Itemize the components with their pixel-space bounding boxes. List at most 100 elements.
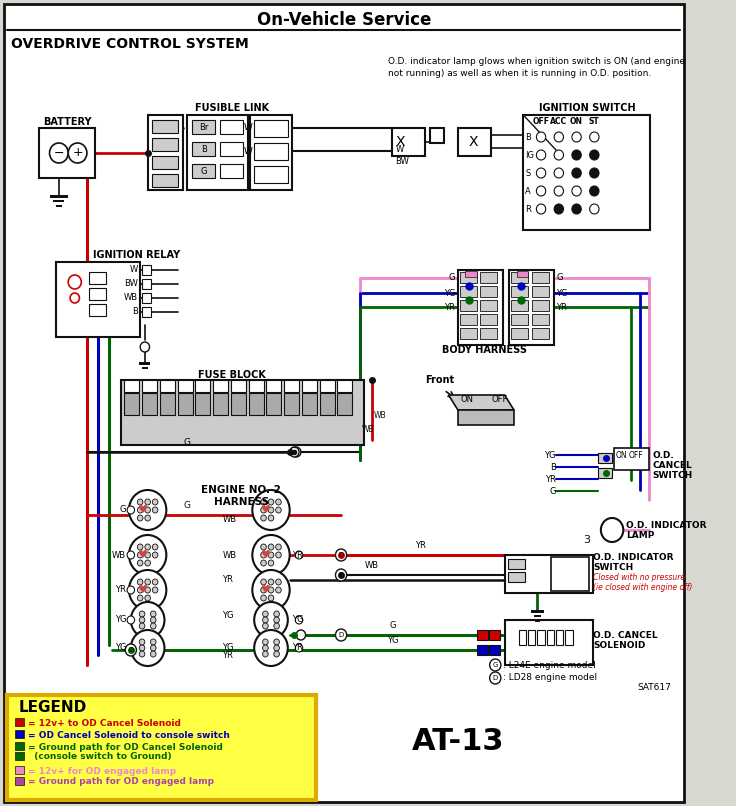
Circle shape xyxy=(254,602,288,638)
Text: SWITCH: SWITCH xyxy=(593,563,634,572)
Bar xyxy=(142,307,152,317)
Bar xyxy=(534,615,541,617)
Text: YR: YR xyxy=(222,650,233,659)
Bar xyxy=(177,380,193,392)
Circle shape xyxy=(145,587,150,593)
Circle shape xyxy=(572,150,581,160)
Circle shape xyxy=(554,150,564,160)
Text: O.D. INDICATOR: O.D. INDICATOR xyxy=(626,521,707,530)
Bar xyxy=(477,630,488,640)
Bar xyxy=(219,142,243,156)
Bar xyxy=(302,393,316,415)
Circle shape xyxy=(537,168,545,178)
Circle shape xyxy=(252,490,290,530)
Bar xyxy=(250,115,292,190)
Bar xyxy=(152,120,179,133)
Text: ENGINE NO. 2: ENGINE NO. 2 xyxy=(201,485,281,495)
Text: FUSIBLE LINK: FUSIBLE LINK xyxy=(195,103,269,113)
Circle shape xyxy=(276,507,281,513)
Bar xyxy=(15,766,24,774)
Bar xyxy=(460,286,477,297)
Bar xyxy=(460,300,477,311)
Circle shape xyxy=(554,186,564,196)
Circle shape xyxy=(268,544,274,550)
Bar xyxy=(319,380,335,392)
Circle shape xyxy=(590,150,599,160)
Text: D: D xyxy=(339,572,344,578)
Bar xyxy=(512,286,528,297)
Text: YG: YG xyxy=(222,610,234,620)
Bar xyxy=(160,380,174,392)
Circle shape xyxy=(138,587,143,593)
Text: WB: WB xyxy=(222,516,236,525)
Bar xyxy=(195,393,210,415)
Bar xyxy=(531,286,548,297)
Circle shape xyxy=(537,186,545,196)
Circle shape xyxy=(127,616,135,624)
Text: BW: BW xyxy=(395,157,409,166)
Bar xyxy=(531,610,544,613)
Bar xyxy=(458,270,503,345)
Circle shape xyxy=(138,595,143,601)
Bar xyxy=(152,138,179,151)
Circle shape xyxy=(138,552,143,558)
Text: (ie closed with engine off): (ie closed with engine off) xyxy=(593,584,693,592)
Text: OVERDRIVE CONTROL SYSTEM: OVERDRIVE CONTROL SYSTEM xyxy=(11,37,249,51)
Circle shape xyxy=(590,186,599,196)
Text: IGNITION RELAY: IGNITION RELAY xyxy=(93,250,180,260)
Circle shape xyxy=(537,132,545,142)
Circle shape xyxy=(274,645,280,651)
Circle shape xyxy=(263,645,268,651)
Text: ON: ON xyxy=(616,451,628,460)
Text: (console switch to Ground): (console switch to Ground) xyxy=(28,753,171,762)
Circle shape xyxy=(127,644,135,652)
Circle shape xyxy=(590,168,599,178)
Bar xyxy=(284,380,299,392)
Text: IGNITION SWITCH: IGNITION SWITCH xyxy=(539,103,635,113)
Circle shape xyxy=(274,611,280,617)
Bar xyxy=(15,730,24,738)
Circle shape xyxy=(261,579,266,585)
Bar xyxy=(124,393,139,415)
Bar xyxy=(505,555,593,593)
Bar xyxy=(89,304,105,316)
Bar xyxy=(523,115,651,230)
Text: WB: WB xyxy=(112,550,126,559)
Text: YR: YR xyxy=(545,475,556,484)
Text: O.D. indicator lamp glows when ignition switch is ON (and engine: O.D. indicator lamp glows when ignition … xyxy=(388,57,684,67)
Bar xyxy=(536,620,540,622)
Circle shape xyxy=(145,507,150,513)
Text: YR: YR xyxy=(116,585,126,595)
Bar xyxy=(531,314,548,325)
Circle shape xyxy=(290,447,299,457)
Text: WB: WB xyxy=(374,410,386,419)
Bar xyxy=(481,272,497,283)
Bar xyxy=(547,630,554,645)
Text: +: + xyxy=(72,147,83,160)
Bar xyxy=(231,380,246,392)
Text: YR: YR xyxy=(222,575,233,584)
Bar xyxy=(249,393,263,415)
Circle shape xyxy=(150,611,156,617)
Text: HARNESS: HARNESS xyxy=(213,497,269,507)
Bar xyxy=(460,314,477,325)
Bar xyxy=(89,272,105,284)
Bar xyxy=(124,380,139,392)
Circle shape xyxy=(252,535,290,575)
Text: WB: WB xyxy=(222,550,236,559)
Text: G: G xyxy=(183,501,191,510)
Circle shape xyxy=(129,535,166,575)
Text: D: D xyxy=(339,632,344,638)
Circle shape xyxy=(127,586,135,594)
Bar xyxy=(392,128,425,156)
Circle shape xyxy=(145,544,150,550)
Bar xyxy=(142,265,152,275)
Circle shape xyxy=(152,507,158,513)
Circle shape xyxy=(139,611,145,617)
Text: YG: YG xyxy=(115,643,126,653)
Circle shape xyxy=(268,507,274,513)
Text: Closed with no pressure: Closed with no pressure xyxy=(593,574,685,583)
Text: SOLENOID: SOLENOID xyxy=(593,641,645,650)
Circle shape xyxy=(261,552,266,558)
Bar xyxy=(319,393,335,415)
